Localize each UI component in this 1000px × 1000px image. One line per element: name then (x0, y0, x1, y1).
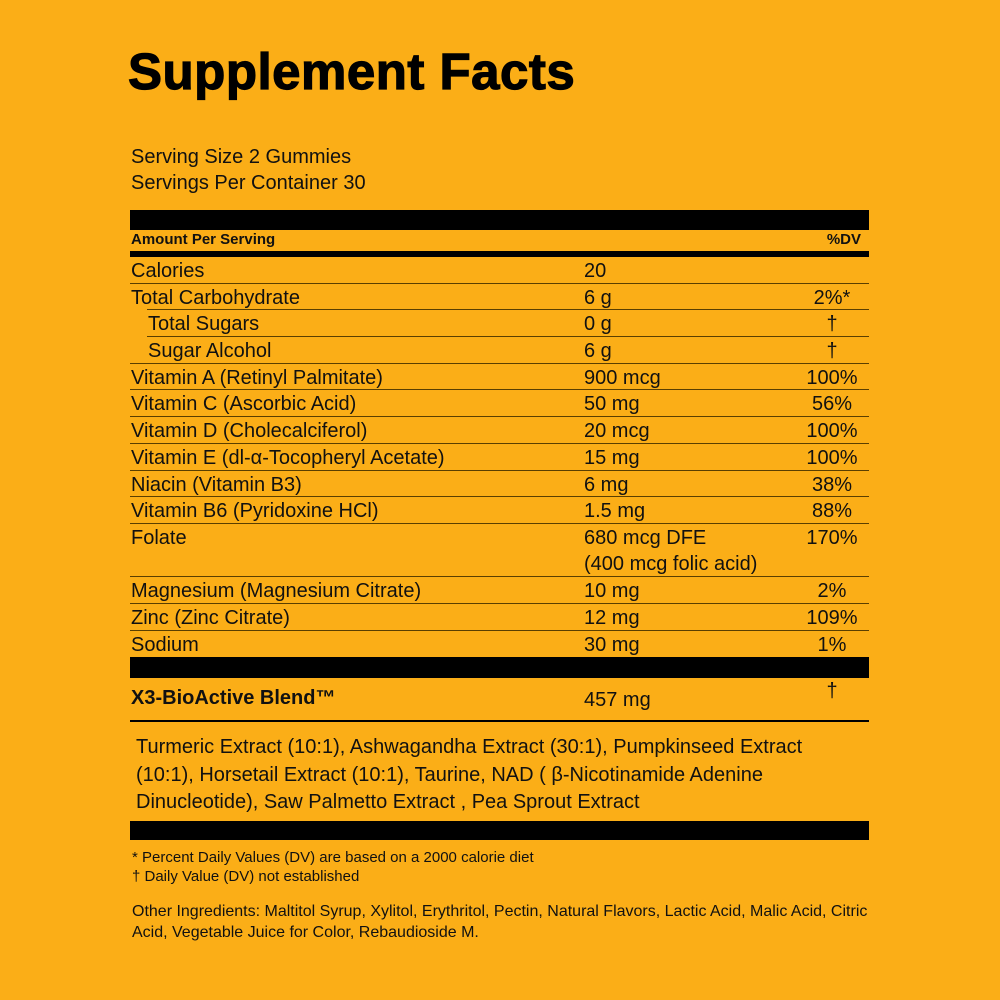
serving-size: Serving Size 2 Gummies (131, 146, 352, 168)
nutrient-name: Total Carbohydrate (131, 286, 300, 309)
nutrient-amount: 6 g (584, 286, 612, 309)
serving-info: Serving Size 2 Gummies Servings Per Cont… (131, 144, 366, 196)
nutrient-dv: † (826, 313, 838, 336)
nutrient-name: Magnesium (Magnesium Citrate) (131, 580, 422, 603)
footnotes: * Percent Daily Values (DV) are based on… (132, 848, 534, 886)
table-row: Folate 680 mcg DFE (400 mcg folic acid) 170… (130, 524, 869, 578)
table-row: Niacin (Vitamin B3) 6 mg 38% (130, 471, 869, 498)
nutrient-dv: † (826, 340, 838, 363)
nutrient-dv: 170% (806, 526, 858, 549)
nutrient-dv: 2% (817, 580, 847, 603)
nutrient-amount: 50 mg (584, 393, 640, 416)
nutrient-name: Sugar Alcohol (148, 340, 272, 363)
nutrient-amount: 10 mg (584, 580, 640, 603)
nutrient-amount: 900 mcg (584, 366, 661, 389)
nutrient-name: Folate (131, 526, 187, 549)
nutrient-name: Niacin (Vitamin B3) (131, 473, 302, 496)
blend-dv: † (826, 680, 838, 702)
nutrient-amount: 20 (584, 260, 607, 282)
bottom-divider-bar (130, 821, 869, 840)
nutrient-amount: 12 mg (584, 606, 640, 629)
page-title: Supplement Facts (127, 42, 576, 100)
table-row: Vitamin D (Cholecalciferol) 20 mcg 100% (130, 417, 869, 444)
nutrient-name: Vitamin A (Retinyl Palmitate) (131, 366, 383, 389)
table-header: Amount Per Serving %DV (131, 231, 861, 248)
nutrient-name: Zinc (Zinc Citrate) (131, 606, 290, 629)
nutrient-dv: 109% (806, 606, 858, 629)
nutrient-table: Calories 20 Total Carbohydrate 6 g 2%* Total … (130, 257, 869, 657)
nutrient-dv: 1% (817, 633, 847, 656)
nutrient-name: Calories (131, 260, 205, 282)
blend-row: X3-BioActive Blend™ 457 mg † (130, 678, 869, 722)
nutrient-dv: 100% (806, 446, 858, 469)
nutrient-dv: 56% (811, 393, 853, 416)
nutrient-name: Vitamin B6 (Pyridoxine HCl) (131, 500, 379, 523)
blend-amount: 457 mg (584, 689, 651, 711)
nutrient-dv: 88% (811, 500, 853, 523)
nutrient-name: Vitamin E (dl-α-Tocopheryl Acetate) (131, 446, 445, 469)
nutrient-name: Vitamin C (Ascorbic Acid) (131, 393, 357, 416)
nutrient-amount: 30 mg (584, 633, 640, 656)
nutrient-name: Vitamin D (Cholecalciferol) (131, 420, 368, 443)
table-row: Vitamin B6 (Pyridoxine HCl) 1.5 mg 88% (130, 497, 869, 524)
top-divider-bar (130, 210, 869, 230)
nutrient-dv: 100% (806, 366, 858, 389)
nutrient-dv: 2%* (813, 286, 851, 309)
table-row: Zinc (Zinc Citrate) 12 mg 109% (130, 604, 869, 631)
nutrient-amount: 0 g (584, 313, 612, 336)
nutrient-amount-detail: (400 mcg folic acid) (584, 552, 758, 575)
nutrient-amount: 1.5 mg (584, 500, 646, 523)
table-row: Magnesium (Magnesium Citrate) 10 mg 2% (130, 577, 869, 604)
blend-divider-bar (130, 657, 869, 678)
other-ingredients: Other Ingredients: Maltitol Syrup, Xylit… (132, 903, 868, 941)
table-row: Total Carbohydrate 6 g 2%* (130, 284, 869, 311)
nutrient-amount: 680 mcg DFE (584, 526, 707, 549)
nutrient-amount: 6 g (584, 340, 612, 363)
nutrient-amount: 20 mcg (584, 420, 650, 443)
nutrient-amount: 15 mg (584, 446, 640, 469)
table-row: Sugar Alcohol 6 g † (130, 337, 869, 364)
table-row: Vitamin A (Retinyl Palmitate) 900 mcg 100% (130, 364, 869, 391)
amount-per-serving-label: Amount Per Serving (131, 231, 276, 248)
table-row: Vitamin E (dl-α-Tocopheryl Acetate) 15 mg… (130, 444, 869, 471)
table-row: Sodium 30 mg 1% (130, 631, 869, 658)
nutrient-name: Sodium (131, 633, 199, 656)
footnote-dv: * Percent Daily Values (DV) are based on… (132, 849, 534, 866)
header-divider-bar (130, 251, 869, 257)
table-row: Total Sugars 0 g † (130, 310, 869, 337)
table-row: Calories 20 (130, 257, 869, 284)
nutrient-amount: 6 mg (584, 473, 629, 496)
table-row: Vitamin C (Ascorbic Acid) 50 mg 56% (130, 390, 869, 418)
nutrient-dv: 100% (806, 420, 858, 443)
servings-per-container: Servings Per Container 30 (131, 172, 366, 194)
nutrient-dv: 38% (811, 473, 853, 496)
blend-name: X3-BioActive Blend™ (131, 687, 336, 709)
dv-label: %DV (826, 231, 861, 248)
blend-ingredients: Turmeric Extract (10:1), Ashwagandha Ext… (136, 736, 803, 813)
footnote-dagger: † Daily Value (DV) not established (132, 868, 360, 885)
nutrient-name: Total Sugars (148, 313, 260, 336)
